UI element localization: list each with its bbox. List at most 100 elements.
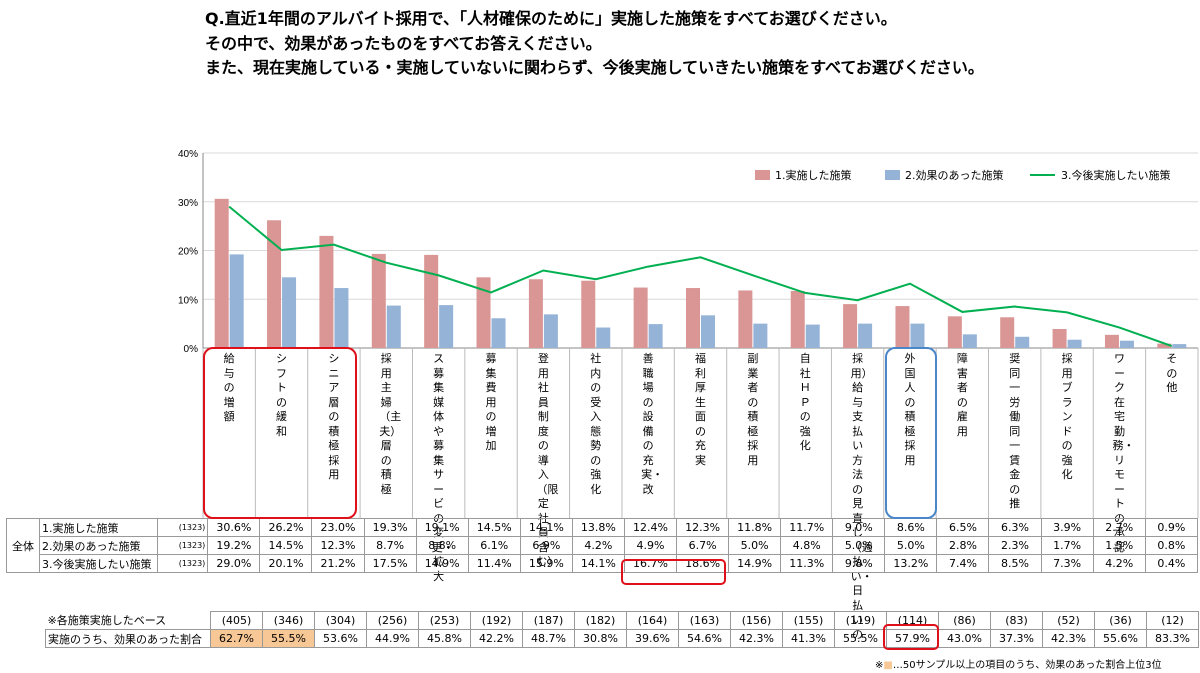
base-cell: (256)	[366, 611, 419, 630]
bar-2	[439, 305, 454, 348]
ratio-row: 実施のうち、効果のあった割合 62.7% 55.5% 53.6% 44.9% 45.8% 4…	[45, 629, 1199, 648]
table-cell: 2.3%	[988, 536, 1042, 555]
table-cell: 0.8%	[1144, 536, 1199, 555]
category-label: 採用）給与支払い方法の見直し（週払い・日払いの	[850, 352, 873, 641]
category-label: 社内の受入態勢の強化	[590, 352, 602, 496]
category-label: 採用ブランドの強化	[1061, 352, 1073, 481]
bar-2	[334, 288, 349, 348]
base-cell: (155)	[782, 611, 835, 630]
table-cell: 12.3%	[676, 518, 730, 537]
table-cell: 21.2%	[311, 554, 365, 573]
category-label: 福利厚生面の充実	[695, 352, 706, 467]
ratio-cell: 83.3%	[1146, 629, 1199, 648]
table-cell: 6.9%	[519, 536, 573, 555]
row-label: 2.効果のあった施策	[39, 536, 159, 555]
bar-2	[386, 305, 401, 348]
table-cell: 11.3%	[780, 554, 834, 573]
highlight-box-foreign-hiring	[885, 347, 937, 519]
bar-2	[1015, 336, 1030, 348]
bar-2	[1172, 344, 1187, 348]
table-cell: 13.2%	[884, 554, 938, 573]
table-row: 2.効果のあった施策 (1323) 19.2% 14.5% 12.3% 8.7% 8.8% 6…	[7, 536, 1199, 555]
bar-1	[947, 316, 962, 348]
bar-2	[858, 323, 873, 348]
highlight-box-ratio-foreign	[883, 624, 939, 650]
base-table: ※各施策実施したベース (405) (346) (304) (256) (253) (192…	[45, 611, 1199, 648]
table-cell: 8.5%	[988, 554, 1042, 573]
table-cell: 14.1%	[571, 554, 625, 573]
bar-2	[648, 324, 663, 348]
category-label: 登用社員制度の導入（限定社員含む）	[536, 352, 559, 568]
table-cell: 0.4%	[1144, 554, 1199, 573]
ratio-cell: 42.2%	[470, 629, 523, 648]
table-cell: 3.9%	[1040, 518, 1094, 537]
table-cell: 5.0%	[884, 536, 938, 555]
sample-size: (1323)	[157, 536, 209, 555]
table-cell: 18.6%	[676, 554, 730, 573]
table-cell: 11.4%	[467, 554, 521, 573]
bar-1	[267, 220, 282, 348]
base-cell: (52)	[1042, 611, 1095, 630]
table-cell: 4.2%	[571, 536, 625, 555]
ratio-cell: 54.6%	[678, 629, 731, 648]
bar-1	[319, 235, 334, 348]
y-tick-label: 30%	[178, 198, 198, 209]
category-label: 善職場の設備の充実・改	[641, 352, 664, 496]
bar-1	[424, 254, 439, 348]
table-cell: 12.3%	[311, 536, 365, 555]
table-cell: 12.4%	[623, 518, 678, 537]
table-cell: 19.1%	[415, 518, 469, 537]
ratio-cell: 42.3%	[1042, 629, 1095, 648]
base-cell: (405)	[210, 611, 263, 630]
bar-2	[596, 327, 611, 348]
data-table: 全体 1.実施した施策 (1323) 30.6% 26.2% 23.0% 19.3% 19.1…	[5, 518, 1199, 573]
bar-2	[282, 277, 297, 348]
bar-2	[1067, 339, 1082, 348]
bar-1	[790, 290, 805, 348]
table-cell: 8.8%	[415, 536, 469, 555]
bar-line-chart: 0% 10% 20% 30% 40% 1.実施した施策 2.効果のあった施策 3.今後実施した…	[178, 149, 1199, 518]
ratio-cell: 62.7%	[210, 629, 263, 648]
footnote: ※■…50サンプル以上の項目のうち、効果のあった割合上位3位	[875, 656, 1162, 671]
table-cell: 14.9%	[415, 554, 469, 573]
table-cell: 11.8%	[728, 518, 782, 537]
bar-1	[633, 287, 648, 348]
legend-label: 3.今後実施したい施策	[1061, 168, 1171, 182]
bar-2	[491, 318, 506, 348]
bar-2	[805, 324, 820, 348]
base-cell: (187)	[522, 611, 575, 630]
ratio-cell: 53.6%	[314, 629, 367, 648]
bar-2	[1119, 340, 1134, 348]
y-tick-label: 10%	[178, 295, 198, 306]
question-line-3: また、現在実施している・実施していないに関わらず、今後実施していきたい施策をすべ…	[205, 58, 984, 77]
ratio-cell: 43.0%	[938, 629, 991, 648]
base-cell: (164)	[626, 611, 679, 630]
ratio-cell: 55.6%	[1094, 629, 1147, 648]
bar-2	[753, 323, 768, 348]
legend-label: 2.効果のあった施策	[905, 168, 1004, 182]
bar-1	[843, 304, 858, 348]
ratio-cell: 45.8%	[418, 629, 471, 648]
table-cell: 4.2%	[1092, 554, 1146, 573]
group-label: 全体	[5, 518, 41, 573]
legend-label: 1.実施した施策	[775, 168, 852, 182]
table-cell: 6.5%	[936, 518, 990, 537]
bar-1	[214, 198, 229, 348]
table-cell: 7.3%	[1040, 554, 1094, 573]
ratio-label: 実施のうち、効果のあった割合	[45, 629, 211, 648]
table-cell: 6.3%	[988, 518, 1042, 537]
category-label: シフトの緩和	[276, 352, 288, 438]
table-cell: 14.5%	[467, 518, 521, 537]
table-cell: 9.8%	[832, 554, 886, 573]
footnote-prefix: ※	[875, 660, 884, 671]
table-cell: 11.7%	[780, 518, 834, 537]
bar-1	[1000, 317, 1015, 348]
bar-1	[371, 253, 386, 348]
base-cell: (182)	[574, 611, 627, 630]
bar-1	[1052, 328, 1067, 348]
ratio-cell: 48.7%	[522, 629, 575, 648]
line-series-3	[228, 205, 1173, 347]
table-cell: 23.0%	[311, 518, 365, 537]
table-cell: 19.2%	[207, 536, 261, 555]
table-cell: 29.0%	[207, 554, 261, 573]
